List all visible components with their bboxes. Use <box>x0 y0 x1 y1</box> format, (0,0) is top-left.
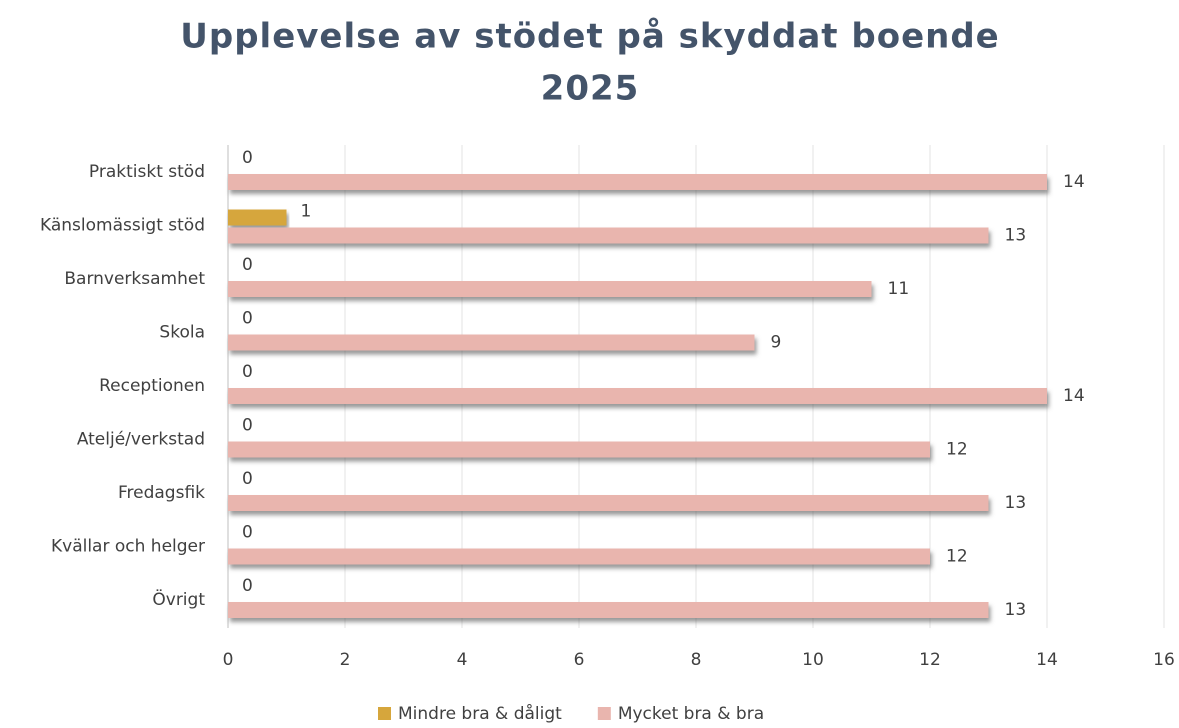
data-label: 14 <box>1063 386 1085 406</box>
x-tick-label: 8 <box>691 650 702 670</box>
bar <box>228 548 930 565</box>
data-label: 14 <box>1063 172 1085 192</box>
y-tick-label: Barnverksamhet <box>64 269 205 289</box>
data-label: 0 <box>242 523 253 543</box>
data-label: 0 <box>242 309 253 329</box>
x-tick-label: 0 <box>223 650 234 670</box>
data-label: 0 <box>242 416 253 436</box>
legend-label: Mindre bra & dåligt <box>398 703 562 724</box>
data-label: 11 <box>888 279 910 299</box>
x-tick-label: 6 <box>574 650 585 670</box>
y-tick-label: Fredagsfik <box>118 483 205 503</box>
x-tick-label: 16 <box>1153 650 1175 670</box>
legend-swatch <box>597 707 611 720</box>
bar <box>228 602 989 618</box>
y-tick-label: Känslomässigt stöd <box>40 216 205 236</box>
y-tick-label: Övrigt <box>152 588 205 610</box>
x-tick-label: 14 <box>1036 650 1058 670</box>
y-tick-label: Ateljé/verkstad <box>77 430 205 450</box>
data-label: 13 <box>1005 600 1027 620</box>
bar <box>228 495 989 511</box>
y-tick-label: Kvällar och helger <box>51 537 205 557</box>
y-tick-label: Receptionen <box>99 376 205 396</box>
data-label: 9 <box>771 333 782 353</box>
bar <box>228 209 287 226</box>
x-tick-label: 10 <box>802 650 824 670</box>
data-label: 13 <box>1005 226 1027 246</box>
x-tick-label: 2 <box>340 650 351 670</box>
bar <box>228 334 755 351</box>
legend-label: Mycket bra & bra <box>618 704 764 724</box>
data-label: 12 <box>946 440 968 460</box>
bar <box>228 281 872 297</box>
bar <box>228 227 989 244</box>
bar <box>228 174 1047 190</box>
data-label: 1 <box>301 202 312 222</box>
chart-title: Upplevelse av stödet på skyddat boende <box>180 17 1000 57</box>
x-tick-label: 4 <box>457 650 468 670</box>
data-label: 12 <box>946 547 968 567</box>
data-label: 0 <box>242 576 253 596</box>
data-label: 0 <box>242 255 253 275</box>
chart-title: 2025 <box>541 69 640 109</box>
y-tick-label: Praktiskt stöd <box>89 162 205 182</box>
bar <box>228 388 1047 404</box>
legend-swatch <box>378 707 391 720</box>
y-tick-label: Skola <box>159 323 205 343</box>
data-label: 0 <box>242 469 253 489</box>
x-tick-label: 12 <box>919 650 941 670</box>
data-label: 0 <box>242 362 253 382</box>
data-label: 13 <box>1005 493 1027 513</box>
bar <box>228 441 930 458</box>
data-label: 0 <box>242 148 253 168</box>
